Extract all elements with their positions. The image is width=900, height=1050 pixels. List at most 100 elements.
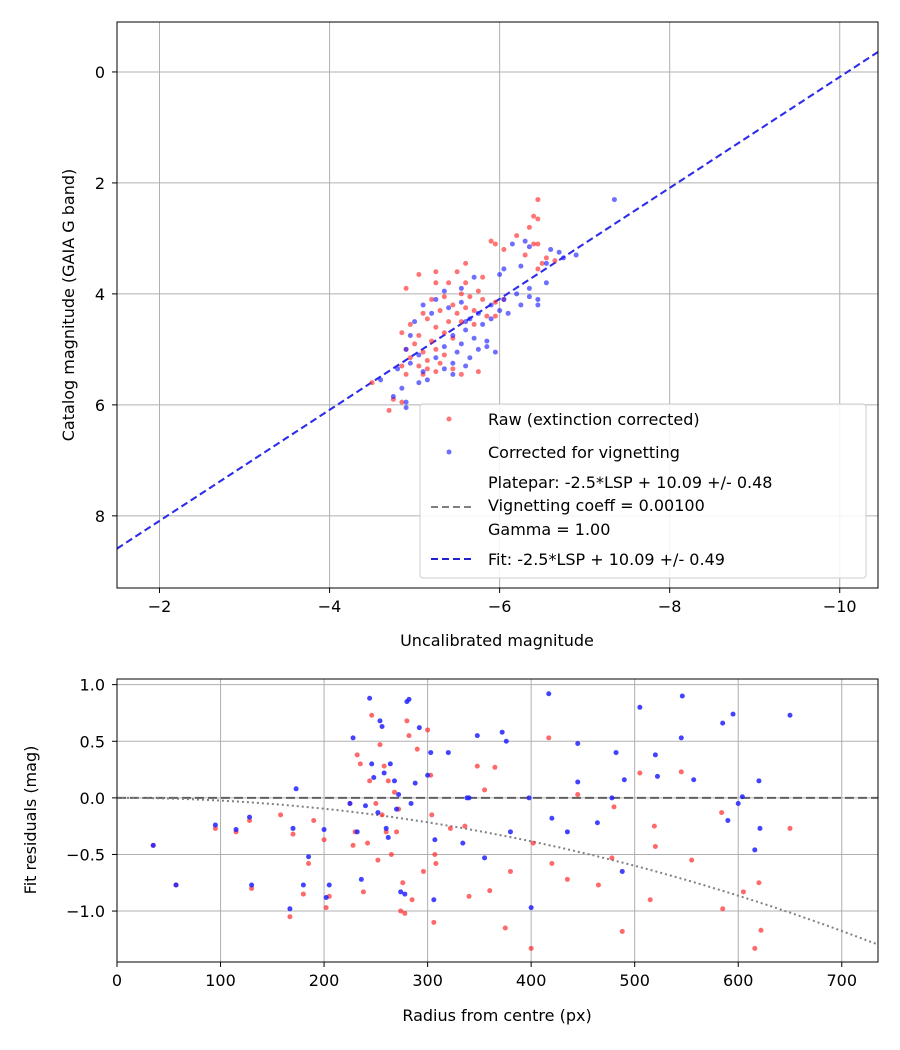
corrected-point (390, 394, 396, 400)
corrected-residual-point (757, 825, 763, 831)
raw-point (369, 380, 375, 386)
corrected-residual-point (575, 779, 581, 785)
raw-residual-point (388, 851, 394, 857)
top-x-tick-label: −2 (148, 597, 172, 616)
raw-residual-point (369, 712, 375, 718)
raw-residual-point (394, 829, 400, 835)
corrected-point (518, 263, 524, 269)
raw-point (433, 346, 439, 352)
legend-label-raw: Raw (extinction corrected) (488, 410, 700, 429)
corrected-point (450, 371, 456, 377)
corrected-point (458, 299, 464, 305)
corrected-residual-point (691, 777, 697, 783)
bottom-reference-lines (117, 796, 878, 946)
raw-residual-point (462, 823, 468, 829)
corrected-residual-point (474, 733, 480, 739)
raw-point (416, 333, 422, 339)
corrected-residual-point (358, 876, 364, 882)
corrected-residual-point (350, 735, 356, 741)
corrected-point (526, 294, 532, 300)
corrected-point (403, 405, 409, 411)
corrected-point (501, 266, 507, 272)
raw-residual-point (409, 897, 415, 903)
raw-residual-point (720, 906, 726, 912)
raw-point (399, 330, 405, 336)
bottom-grid (116, 679, 878, 962)
raw-point (484, 313, 490, 319)
raw-residual-point (406, 733, 412, 739)
corrected-point (395, 366, 401, 372)
raw-point (471, 308, 477, 314)
corrected-point (522, 238, 528, 244)
fit-line (117, 51, 878, 550)
corrected-point (573, 252, 579, 258)
corrected-point (441, 366, 447, 372)
raw-point (535, 241, 541, 247)
top-x-tick-label: −10 (823, 597, 857, 616)
corrected-point (560, 255, 566, 261)
bottom-x-tick-label: 700 (826, 971, 857, 990)
legend-box (419, 403, 867, 579)
corrected-residual-point (725, 818, 731, 823)
bottom-chart: 0 100 200 300 400 500 600 7001.00.50.0−0.5−1.0 … (21, 676, 879, 1025)
raw-residual-point (360, 889, 366, 895)
corrected-residual-point (564, 829, 570, 835)
corrected-residual-point (499, 729, 505, 735)
raw-point (403, 285, 409, 291)
corrected-residual-point (526, 795, 532, 801)
top-y-tick-label: 2 (95, 174, 105, 193)
raw-residual-point (278, 812, 284, 818)
raw-point (480, 296, 486, 302)
raw-residual-point (678, 769, 684, 775)
raw-residual-point (502, 925, 508, 931)
bottom-y-tick-label: −1.0 (66, 902, 105, 921)
raw-residual-point (290, 831, 296, 837)
raw-residual-point (637, 770, 643, 776)
corrected-residual-point (326, 882, 332, 888)
raw-point (399, 399, 405, 405)
corrected-residual-point (637, 704, 643, 710)
corrected-residual-point (379, 724, 385, 730)
raw-point (450, 302, 456, 308)
corrected-point (480, 321, 486, 327)
raw-residual-point (398, 908, 404, 914)
raw-residual-point (354, 752, 360, 758)
legend-label-gamma: Gamma = 1.00 (488, 520, 610, 539)
raw-residual-point (549, 861, 555, 867)
corrected-residual-point (300, 882, 306, 888)
corrected-point (454, 349, 460, 355)
raw-point (531, 241, 537, 247)
raw-residual-point (689, 857, 695, 863)
raw-residual-point (609, 855, 615, 861)
raw-point (463, 280, 469, 286)
top-y-tick-label: 4 (95, 285, 105, 304)
corrected-residual-point (416, 725, 422, 731)
corrected-residual-point (425, 772, 431, 778)
corrected-residual-point (609, 795, 615, 801)
corrected-point (467, 355, 473, 361)
raw-point (535, 266, 541, 272)
corrected-residual-point (735, 801, 741, 807)
raw-point (441, 294, 447, 300)
corrected-residual-point (375, 810, 381, 816)
raw-residual-point (595, 882, 601, 888)
legend-label-platepar: Platepar: -2.5*LSP + 10.09 +/- 0.48 (488, 473, 772, 492)
corrected-residual-point (549, 815, 555, 821)
corrected-residual-point (652, 752, 658, 758)
raw-point (471, 321, 477, 327)
corrected-residual-point (752, 847, 758, 853)
corrected-residual-point (287, 906, 293, 912)
raw-residual-point (474, 763, 480, 769)
raw-point (458, 319, 464, 325)
raw-residual-point (546, 735, 552, 741)
corrected-residual-point (362, 803, 368, 809)
raw-point (420, 310, 426, 316)
raw-point (424, 357, 430, 363)
corrected-residual-point (412, 780, 418, 786)
raw-point (480, 274, 486, 280)
raw-residual-point (482, 787, 488, 793)
bottom-ticks: 0 100 200 300 400 500 600 700 1.0 0.5 0.0 −0.5 −1.0 (66, 676, 857, 990)
corrected-point (412, 319, 418, 325)
corrected-residual-point (347, 801, 353, 807)
